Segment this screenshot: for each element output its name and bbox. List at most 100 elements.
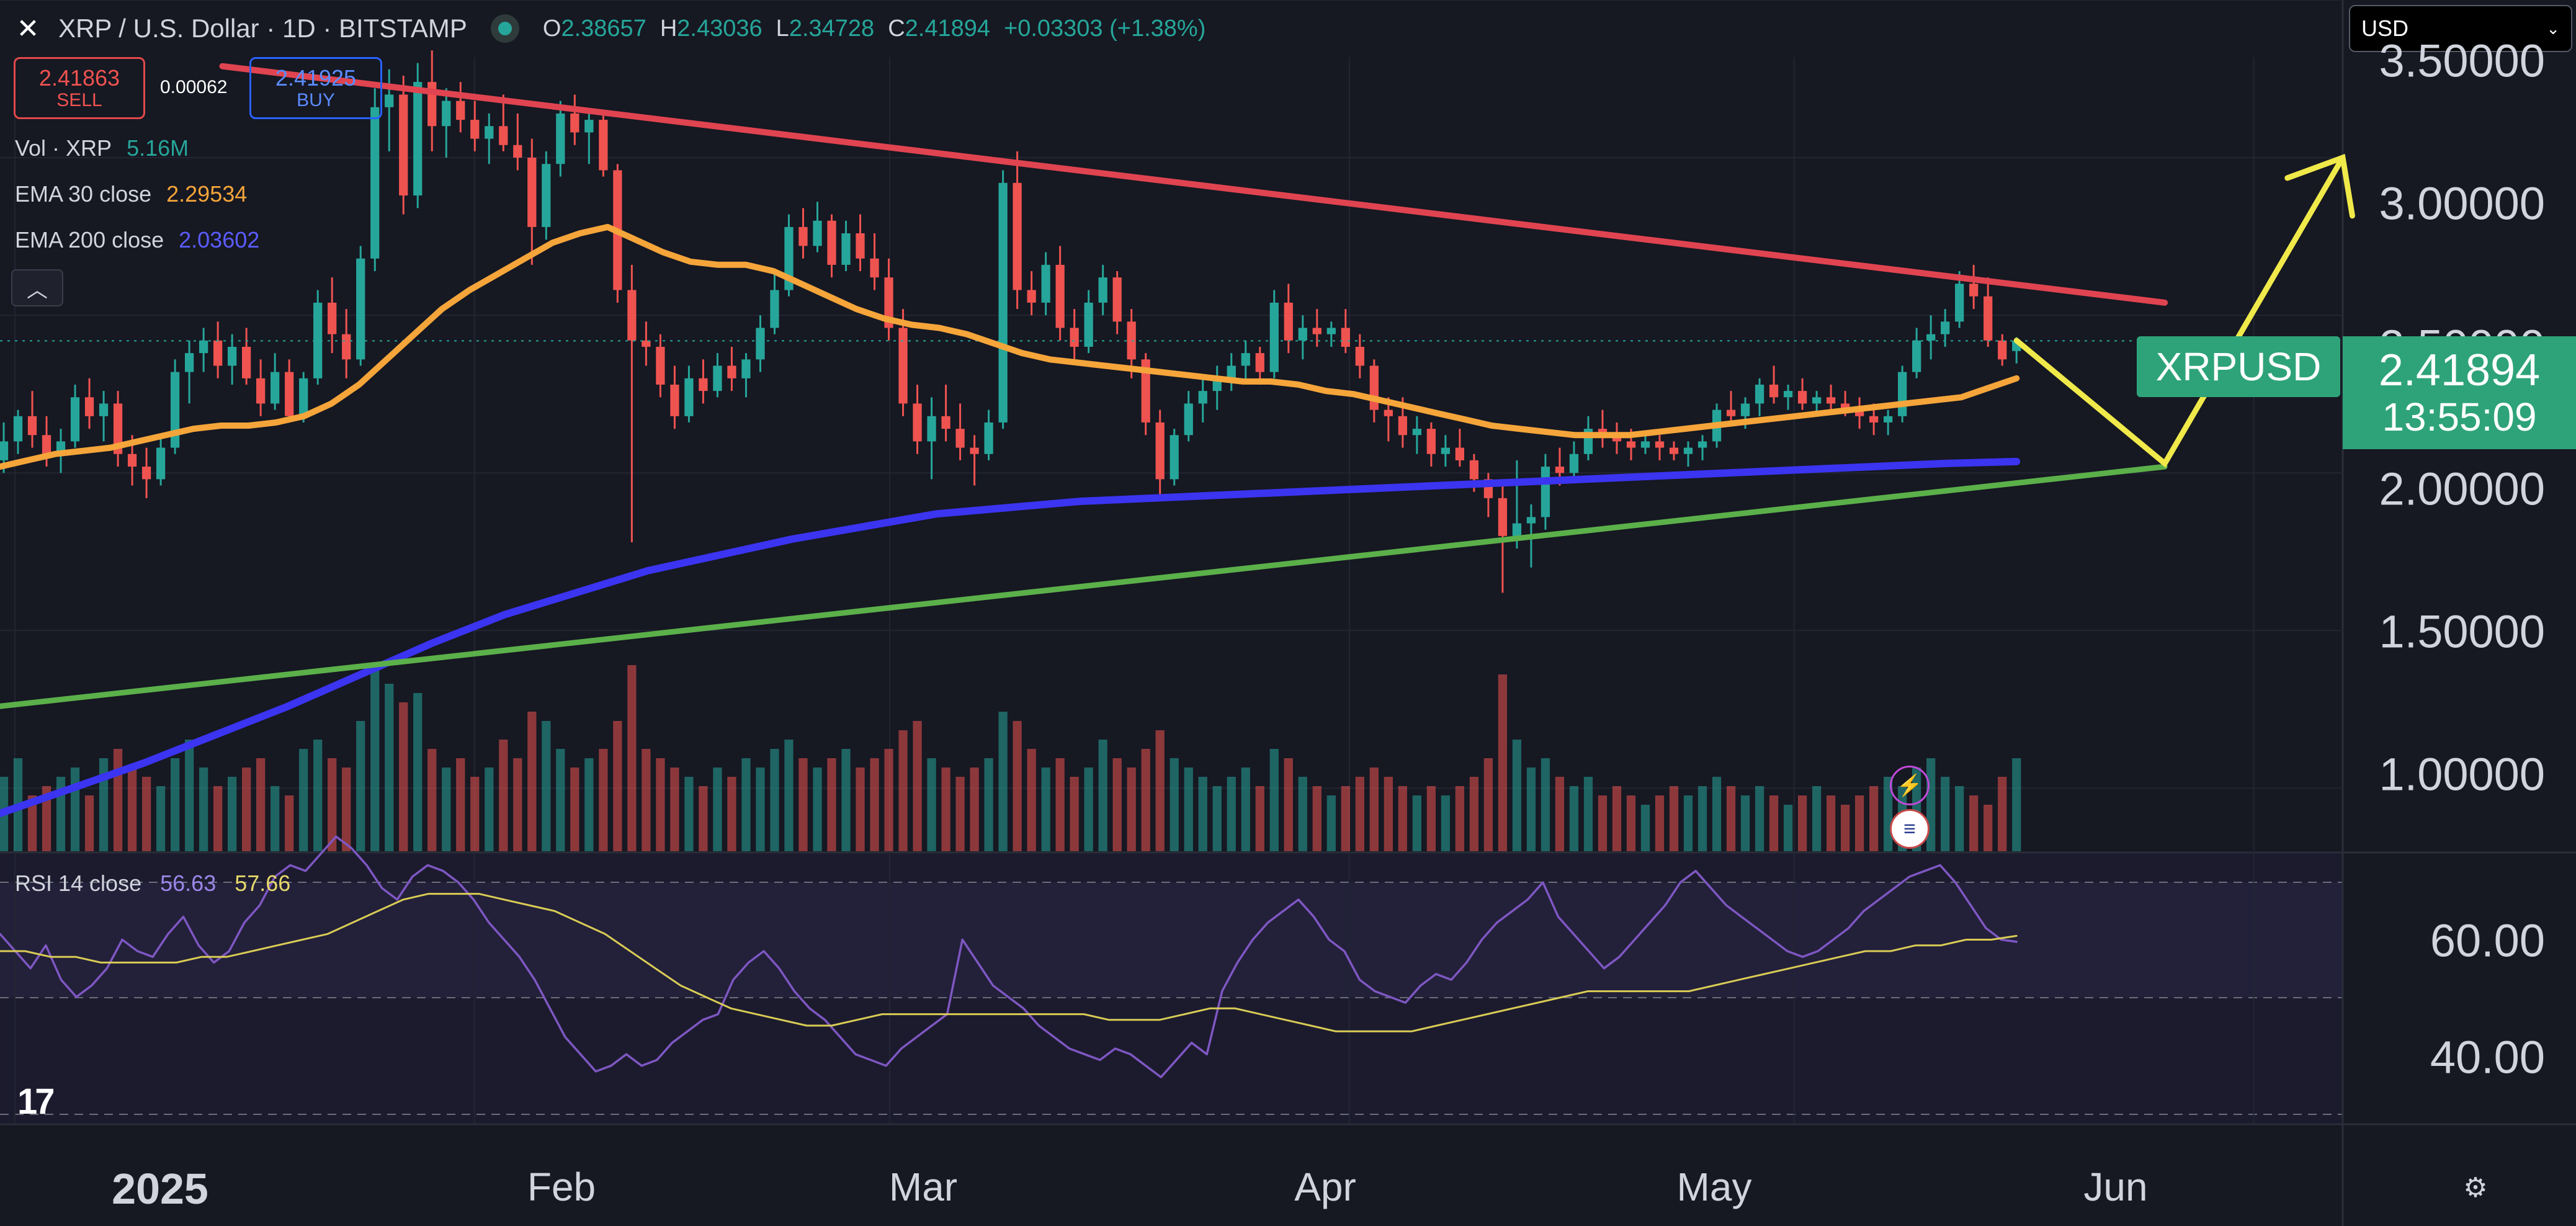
candle [699,378,708,392]
tradingview-logo[interactable]: 17 [17,1081,55,1122]
volume-bar [913,721,922,851]
volume-bar [1155,730,1165,851]
volume-bar [242,767,251,851]
volume-bar [485,767,494,851]
candle [1555,467,1565,473]
volume-bar [213,786,223,851]
volume-bar [1084,767,1093,851]
symbol-title[interactable]: XRP / U.S. Dollar · 1D · BITSTAMP [58,14,467,43]
candle [1983,296,1993,341]
candle [955,429,965,448]
volume-bar [699,786,708,851]
currency-select[interactable]: USD ⌄ [2349,5,2572,52]
candle [1898,372,1907,416]
volume-bar [256,758,266,851]
us-flag-icon[interactable]: ≡ [1890,809,1930,849]
volume-bar [499,740,508,851]
time-axis-label: 2025 [112,1165,208,1213]
volume-bar [456,758,465,851]
volume-bar [970,767,979,851]
volume-bar [1512,740,1522,851]
candle [1098,277,1107,303]
ema200-label: EMA 200 close [15,227,164,253]
candle [1569,454,1579,473]
volume-bar [1112,758,1122,851]
volume-bar [1455,786,1465,851]
legend-ema30[interactable]: EMA 30 close 2.29534 [15,181,247,207]
resistance-trendline [219,63,2168,306]
symbol-tag-label: XRPUSD [2155,344,2322,389]
candle [1084,302,1093,347]
volume-bar [342,767,351,851]
volume-bar [113,749,123,851]
volume-bar [1070,777,1079,851]
lightning-icon[interactable]: ⚡ [1890,766,1930,805]
candle [1426,429,1436,454]
candle [798,226,808,246]
candle [356,258,365,360]
market-status-icon[interactable] [490,14,519,43]
candle [42,435,51,454]
volume-bar [1169,758,1179,851]
volume-bar [1869,786,1879,851]
volume-bar [1669,786,1679,851]
volume-bar [1769,795,1779,851]
legend-ema200[interactable]: EMA 200 close 2.03602 [15,227,259,253]
legend-volume[interactable]: Vol · XRP 5.16M [15,135,189,161]
volume-bar [613,721,622,851]
candle [927,416,936,442]
volume-bar [770,749,779,851]
candle [1769,384,1779,398]
candle [527,158,537,227]
volume-bar [1384,777,1393,851]
close-value: 2.41894 [905,15,991,42]
candle [1469,460,1479,480]
volume-bar [870,758,879,851]
candle [841,233,851,265]
volume-bar [1212,786,1222,851]
gear-icon[interactable]: ⚙ [2463,1172,2488,1203]
volume-bar [1541,758,1550,851]
volume-bar [1854,795,1864,851]
candle [941,416,950,429]
time-axis-label: Apr [1294,1165,1356,1209]
candle [1755,384,1764,404]
candle [1998,340,2007,360]
close-label: C [888,15,905,42]
volume-bar [784,740,794,851]
volume-bar [1369,767,1379,851]
support-trendline [0,463,2168,709]
buy-button[interactable]: 2.41925 BUY [249,57,382,119]
chevron-up-icon[interactable]: ︿ [11,269,63,306]
candle [1941,321,1950,334]
candle [1184,403,1193,436]
legend-rsi[interactable]: RSI 14 close 56.63 57.66 [15,870,290,897]
candle [1141,359,1150,423]
volume-bar [27,795,37,851]
candle [413,82,423,196]
candle [670,384,679,416]
candle [1341,328,1350,347]
close-icon[interactable]: ✕ [16,13,40,44]
volume-bar [385,684,394,851]
candle [113,403,123,454]
candle [70,397,80,442]
candle [1969,284,1979,297]
candle [485,126,494,139]
candle [13,416,23,442]
candle [442,101,451,127]
rsi-band [0,882,2343,998]
volume-bar [1127,767,1136,851]
volume-bar [1041,767,1050,851]
volume-bar [1198,777,1207,851]
candle [141,467,151,480]
volume-bar [1141,749,1150,851]
candle [1198,391,1207,404]
candle [84,397,94,416]
buy-price: 2.41925 [275,65,357,91]
candle [1241,353,1250,366]
sell-button[interactable]: 2.41863 SELL [14,57,145,119]
candle [1298,328,1307,341]
projection-path [2013,154,2346,468]
